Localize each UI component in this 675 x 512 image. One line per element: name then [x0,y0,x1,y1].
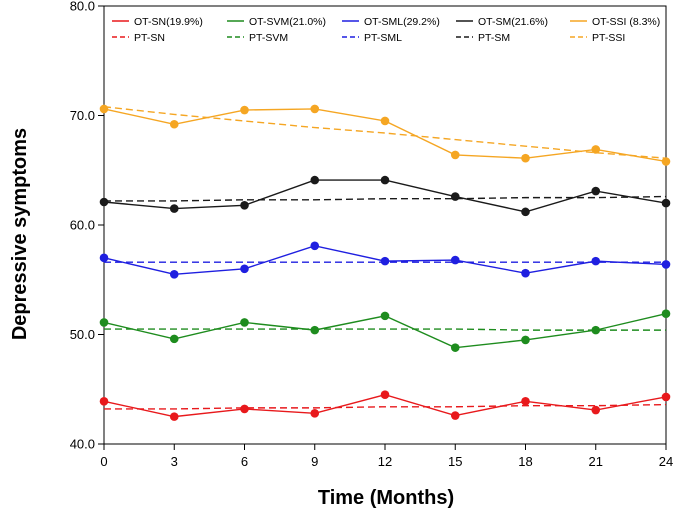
data-point-ssi [380,116,390,126]
data-point-sm [240,200,249,210]
data-point-sml [380,256,390,266]
data-point-sn [99,396,109,406]
data-point-svm [661,309,671,318]
legend-label-observed: OT-SM(21.6%) [478,16,548,28]
observed-line-sm [103,179,667,213]
data-point-svm [240,318,249,327]
chart-series [99,104,671,421]
legend-label-predicted: PT-SML [364,32,402,44]
data-point-sm [99,197,109,207]
data-point-svm [380,311,390,321]
data-point-sm [310,175,320,185]
legend-label-observed: OT-SML(29.2%) [364,16,440,28]
data-point-sml [450,255,460,265]
data-point-svm [169,334,179,344]
legend-label-predicted: PT-SSI [592,32,625,44]
legend-label-observed: OT-SN(19.9%) [134,16,203,28]
data-point-ssi [310,104,320,114]
data-point-sml [521,268,530,278]
data-point-svm [591,325,601,335]
data-point-ssi [240,105,249,115]
predicted-line-pt-svm [104,328,666,331]
y-tick-label: 60.0 [70,218,95,233]
predicted-line-pt-sn [104,403,667,410]
data-point-sml [99,253,109,263]
legend-label-predicted: PT-SVM [249,32,288,44]
predicted-line-pt-ssi [103,106,667,159]
x-tick-label: 12 [378,454,392,469]
legend-label-predicted: PT-SM [478,32,510,44]
data-point-svm [310,325,320,335]
data-point-sn [661,392,671,402]
legend-label-observed: OT-SSI (8.3%) [592,16,660,28]
data-point-sml [310,241,320,251]
x-tick-label: 15 [448,454,462,469]
x-tick-label: 0 [100,454,107,469]
data-point-sm [450,192,460,201]
data-point-ssi [169,119,179,129]
data-point-sn [450,411,460,420]
x-tick-label: 3 [171,454,178,469]
chart-legend: OT-SN(19.9%) OT-SVM(21.0%) OT-SML(29.2%) OT… [112,16,660,44]
data-point-sml [591,256,601,266]
data-point-svm [99,318,109,327]
predicted-line-pt-sm [104,195,667,202]
y-tick-label: 80.0 [70,0,95,14]
plot-frame [103,5,667,445]
chart-axes: 40.0 50.0 60.0 70.0 80.0 0 3 6 9 12 15 18 21 24 [70,0,674,469]
data-point-ssi [591,145,601,154]
data-point-sm [169,204,179,213]
x-tick-label: 9 [311,454,318,469]
data-point-sn [310,409,320,418]
legend-label-predicted: PT-SN [134,32,165,44]
y-tick-label: 70.0 [70,108,95,123]
y-axis-title: Depressive symptoms [9,128,31,340]
data-point-ssi [661,157,671,166]
data-point-sm [591,186,601,196]
data-point-sml [240,264,249,274]
legend-label-observed: OT-SVM(21.0%) [249,16,326,28]
data-point-sn [521,396,530,406]
data-point-sn [240,404,249,414]
data-point-sml [169,269,179,279]
data-point-sml [661,260,671,269]
x-tick-label: 6 [241,454,248,469]
data-point-ssi [521,153,530,163]
data-point-sm [380,175,390,185]
data-point-ssi [99,104,109,114]
y-tick-label: 50.0 [70,327,95,342]
data-point-ssi [450,150,460,160]
x-tick-label: 21 [589,454,603,469]
x-tick-label: 24 [659,454,673,469]
x-tick-label: 18 [518,454,532,469]
data-point-svm [450,343,460,352]
data-point-sn [380,390,390,400]
data-point-sn [169,412,179,421]
data-point-sn [591,405,601,415]
y-tick-label: 40.0 [70,437,95,452]
x-axis-title: Time (Months) [318,487,454,509]
data-point-sm [521,207,530,217]
data-point-sm [661,198,671,208]
data-point-svm [521,335,530,345]
